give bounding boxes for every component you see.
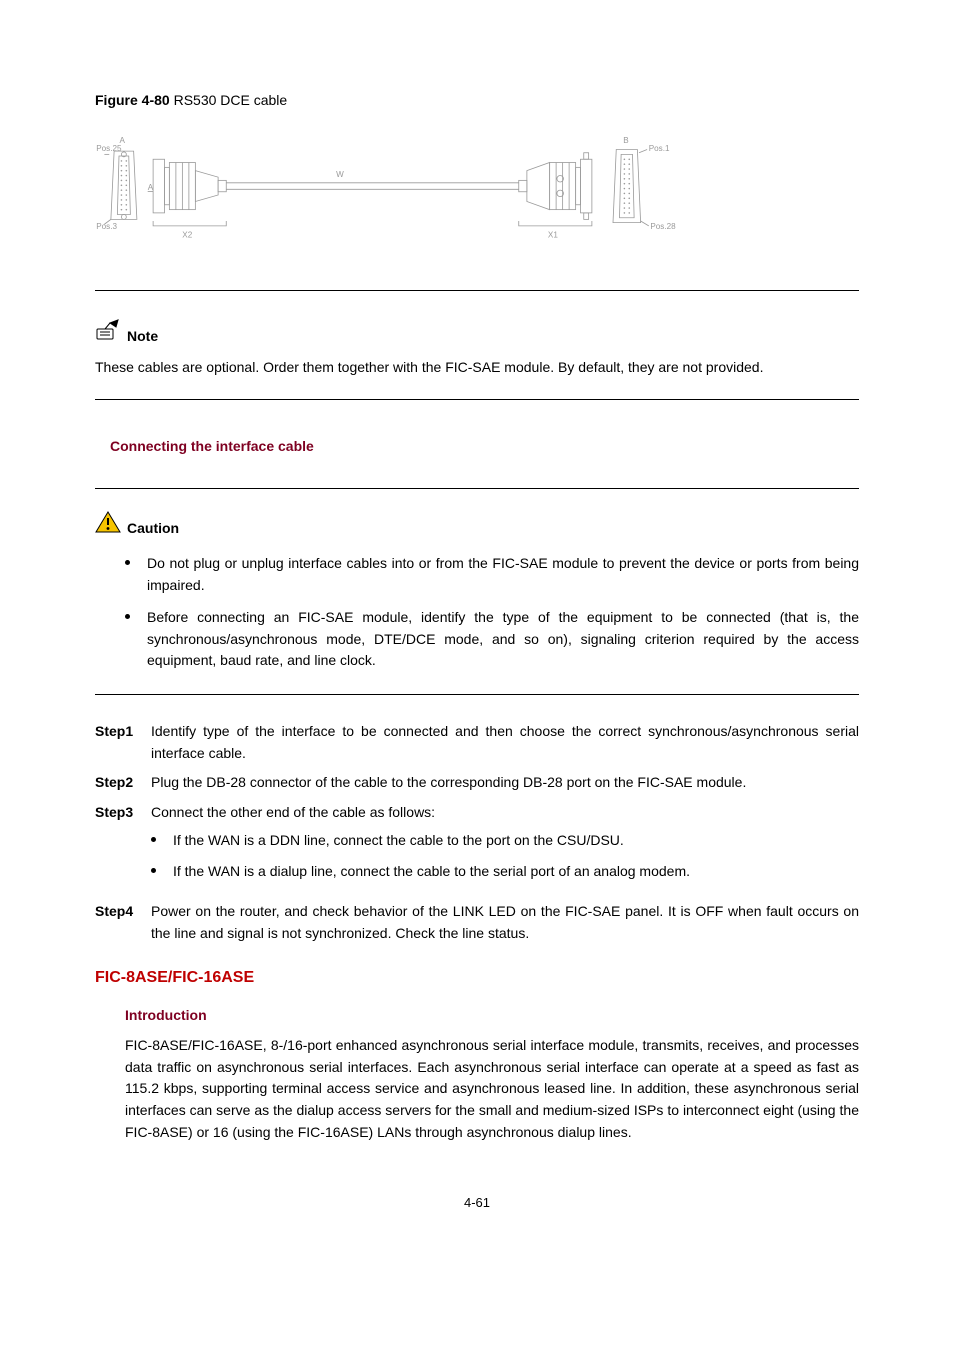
section-heading-connecting: Connecting the interface cable	[95, 436, 859, 458]
step-body: Power on the router, and check behavior …	[151, 901, 859, 944]
caution-title: Caution	[127, 518, 179, 540]
svg-text:Pos.3: Pos.3	[96, 222, 117, 231]
page-number: 4-61	[95, 1193, 859, 1213]
step-label: Step2	[95, 772, 151, 794]
note-icon	[95, 319, 121, 348]
subsection-heading-intro: Introduction	[95, 1005, 859, 1027]
divider	[95, 399, 859, 400]
step-label: Step3	[95, 802, 151, 824]
step-body: Plug the DB-28 connector of the cable to…	[151, 772, 859, 794]
caution-list: Do not plug or unplug interface cables i…	[95, 553, 859, 671]
caution-block: Caution Do not plug or unplug interface …	[95, 511, 859, 672]
intro-paragraph: FIC-8ASE/FIC-16ASE, 8-/16-port enhanced …	[95, 1035, 859, 1143]
divider	[95, 694, 859, 695]
divider	[95, 290, 859, 291]
figure-caption: Figure 4-80 RS530 DCE cable	[95, 90, 859, 112]
note-title: Note	[127, 326, 158, 348]
section-heading-fic: FIC-8ASE/FIC-16ASE	[95, 966, 859, 991]
svg-text:Pos.28: Pos.28	[650, 222, 676, 231]
note-block: Note These cables are optional. Order th…	[95, 319, 859, 379]
svg-text:W: W	[336, 170, 344, 179]
step-row: Step4 Power on the router, and check beh…	[95, 901, 859, 944]
step-body: Connect the other end of the cable as fo…	[151, 802, 859, 893]
svg-text:B: B	[623, 136, 628, 145]
step-sub-item: If the WAN is a DDN line, connect the ca…	[151, 830, 859, 852]
step-row: Step3 Connect the other end of the cable…	[95, 802, 859, 893]
caution-icon	[95, 511, 121, 540]
step-sub-item: If the WAN is a dialup line, connect the…	[151, 861, 859, 883]
steps-list: Step1 Identify type of the interface to …	[95, 721, 859, 945]
figure-caption-bold: Figure 4-80	[95, 92, 170, 108]
figure-caption-rest: RS530 DCE cable	[170, 92, 288, 108]
step-label: Step1	[95, 721, 151, 743]
figure-diagram: A Pos.25 Pos.3 X2 A	[95, 130, 859, 260]
step-body: Identify type of the interface to be con…	[151, 721, 859, 764]
caution-item: Do not plug or unplug interface cables i…	[125, 553, 859, 596]
step-body-text: Connect the other end of the cable as fo…	[151, 804, 435, 820]
step-row: Step1 Identify type of the interface to …	[95, 721, 859, 764]
caution-item: Before connecting an FIC-SAE module, ide…	[125, 607, 859, 672]
svg-text:A: A	[148, 183, 154, 192]
divider	[95, 488, 859, 489]
note-body: These cables are optional. Order them to…	[95, 357, 859, 379]
svg-text:Pos.25: Pos.25	[96, 144, 122, 153]
step-row: Step2 Plug the DB-28 connector of the ca…	[95, 772, 859, 794]
svg-text:X2: X2	[182, 230, 192, 239]
svg-text:X1: X1	[548, 230, 558, 239]
svg-text:Pos.1: Pos.1	[649, 144, 670, 153]
step-label: Step4	[95, 901, 151, 923]
